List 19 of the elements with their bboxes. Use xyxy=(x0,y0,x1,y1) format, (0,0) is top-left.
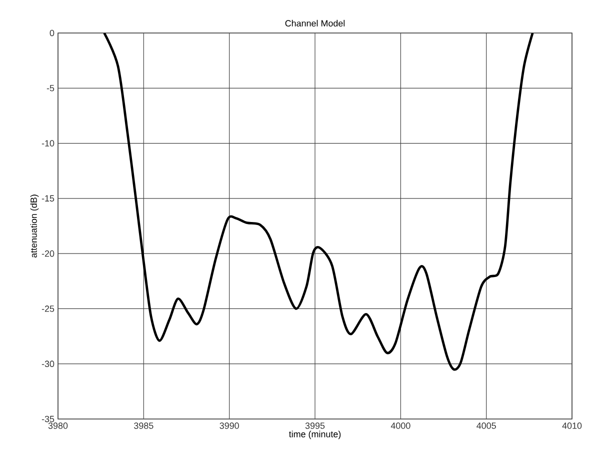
x-tick-label: 4005 xyxy=(476,422,496,429)
y-tick-label: -25 xyxy=(42,306,54,312)
y-tick-label: -20 xyxy=(42,250,54,257)
chart-title: Channel Model xyxy=(285,20,345,26)
y-tick-label: -35 xyxy=(42,416,54,422)
x-tick-label: 3985 xyxy=(134,422,154,429)
x-tick-label: 3980 xyxy=(48,422,68,429)
x-tick-label: 3990 xyxy=(220,422,239,429)
y-tick-label: -30 xyxy=(42,360,54,368)
x-tick-label: 4010 xyxy=(562,422,582,429)
y-tick-label: -10 xyxy=(42,140,54,146)
y-tick-label: 0 xyxy=(50,30,54,36)
line-series xyxy=(103,33,534,371)
y-tick-label: -15 xyxy=(42,195,54,202)
y-axis-title: attenuation (dB) xyxy=(30,194,39,258)
x-tick-label: 4000 xyxy=(390,422,410,429)
x-axis-title: time (minute) xyxy=(288,430,341,440)
x-tick-label: 3995 xyxy=(305,422,325,429)
y-tick-label: -5 xyxy=(46,85,54,92)
